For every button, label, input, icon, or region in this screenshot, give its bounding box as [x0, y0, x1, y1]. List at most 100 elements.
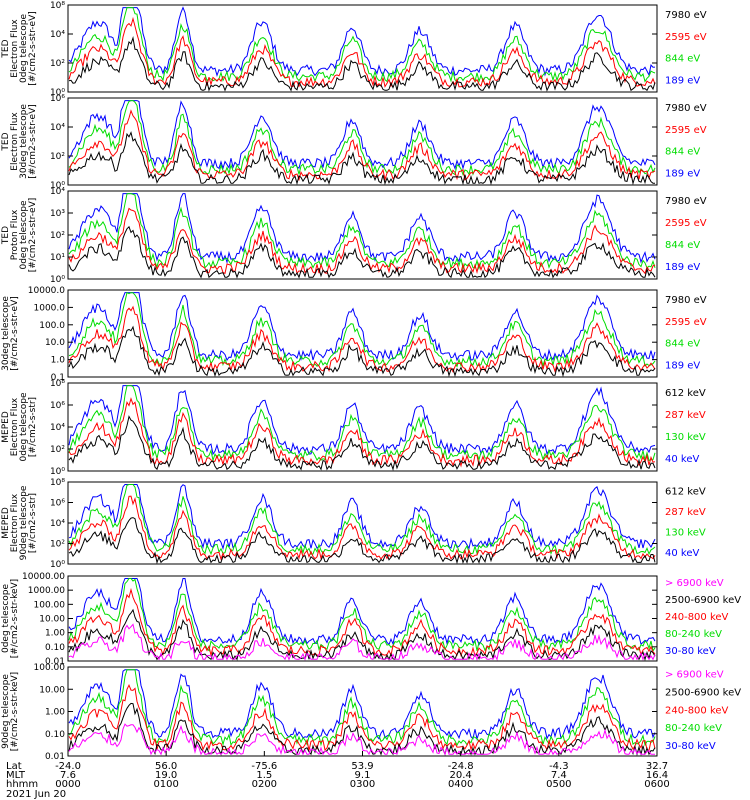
y-tick-label: 0.01 [45, 657, 65, 667]
series-189-ev-trace [68, 292, 656, 362]
y-axis-label: MEPED [1, 411, 11, 443]
y-tick-label: 10² [50, 152, 65, 162]
x-tick-label: 16.4 [646, 770, 668, 781]
series-80-240-kev-trace [68, 578, 656, 653]
y-axis-label: 0deg telescope [19, 392, 29, 462]
y-tick-label: 10⁰ [50, 467, 65, 477]
x-row-label-hhmm: hhmm [6, 779, 38, 790]
y-tick-label: 100.00 [34, 663, 66, 673]
panel-1: 10⁸ 10⁴ 10² 10⁰ TED Electron Flux 0deg telesco… [1, 1, 707, 98]
y-tick-label: 10⁶ [50, 401, 65, 411]
legend-entry: 189 eV [665, 262, 700, 273]
y-tick-label: 10⁴ [50, 187, 65, 197]
y-tick-label: 10⁴ [50, 30, 65, 40]
series-612-kev-trace [68, 415, 656, 472]
x-tick-label: -24.0 [55, 761, 81, 772]
x-tick-label: 7.4 [551, 770, 567, 781]
x-tick-label: 0400 [448, 779, 473, 790]
y-axis-label: Electron Flux [10, 19, 20, 78]
legend-entry: 612 keV [665, 388, 706, 399]
y-axis-label: 30deg telescope [1, 296, 11, 371]
legend-entry: > 6900 keV [665, 578, 724, 589]
legend-entry: 2500-6900 keV [665, 687, 741, 698]
series-7980-ev-trace [68, 225, 656, 279]
legend-entry: 2595 eV [665, 32, 707, 43]
y-tick-label: 1.0 [51, 356, 66, 366]
panel-2: 10⁶ 10⁴ 10² 10⁰ TED Electron Flux 30deg telesc… [1, 94, 707, 191]
legend-entry: 40 keV [665, 454, 699, 465]
y-tick-label: 10⁶ [50, 499, 65, 509]
series-844-ev-trace [68, 193, 656, 271]
y-axis-label: TED [1, 39, 11, 58]
series-844-ev-trace [68, 7, 656, 84]
y-tick-label: 10³ [50, 209, 65, 219]
series-2595-ev-trace [68, 16, 656, 88]
legend-entry: > 6900 keV [665, 670, 724, 681]
series-612-kev-trace [68, 517, 656, 565]
y-axis-label: Proton Flux [10, 209, 20, 260]
plot-frame [67, 4, 658, 93]
series-2500-6900-kev-trace [68, 702, 656, 757]
series-2595-ev-trace [68, 109, 656, 182]
x-tick-label: -75.6 [251, 761, 277, 772]
y-axis-label: [#/cm2-s-str] [28, 397, 38, 457]
series-189-ev-trace [68, 193, 656, 265]
y-tick-label: 10.00 [39, 685, 65, 695]
y-axis-label: [#/cm2-s-str-eV] [28, 104, 38, 179]
legend-entry: 240-800 keV [665, 705, 729, 716]
y-axis-label: MEPED [1, 507, 11, 539]
y-axis-label: Electron Flux [10, 493, 20, 552]
legend-entry: 7980 eV [665, 295, 707, 306]
y-tick-label: 100.0 [39, 321, 65, 331]
y-axis-label: 30deg telescope [19, 104, 29, 179]
legend-entry: 287 keV [665, 507, 706, 518]
x-row-label-lat: Lat [6, 761, 22, 772]
legend-entry: 2595 eV [665, 125, 707, 136]
legend-entry: 2595 eV [665, 218, 707, 229]
legend-entry: 7980 eV [665, 10, 707, 21]
y-axis-label: TED [1, 132, 11, 151]
series-130-kev-trace [68, 484, 656, 556]
y-axis-label: [#/cm2-s-str-keV] [10, 672, 20, 751]
series-240-800-kev-trace [68, 683, 656, 752]
legend-entry: 7980 eV [665, 103, 707, 114]
x-tick-label: 0500 [546, 779, 571, 790]
x-tick-label: 7.6 [60, 770, 76, 781]
plot-frame [67, 289, 658, 378]
y-tick-label: 10⁸ [50, 1, 65, 11]
y-axis-label: Electron Flux [10, 112, 20, 171]
y-tick-label: 0.1 [51, 373, 65, 383]
series-7980-ev-trace [68, 325, 656, 378]
x-tick-label: -4.3 [549, 761, 569, 772]
x-tick-label: 19.0 [155, 770, 177, 781]
legend-entry: 2500-6900 keV [665, 595, 741, 606]
y-tick-label: 10⁰ [50, 560, 65, 570]
y-tick-label: 1000.00 [28, 586, 65, 596]
legend-entry: 844 eV [665, 339, 700, 350]
x-tick-label: 20.4 [450, 770, 472, 781]
series-2500-6900-kev-trace [68, 608, 656, 662]
series-2595-ev-trace [68, 207, 656, 275]
series-40-kev-trace [68, 385, 656, 456]
series-287-kev-trace [68, 397, 656, 468]
x-tick-label: 0200 [252, 779, 277, 790]
x-tick-label: 32.7 [646, 761, 668, 772]
x-tick-label: 0300 [350, 779, 375, 790]
legend-entry: 240-800 keV [665, 612, 729, 623]
series-189-ev-trace [68, 6, 656, 77]
legend-entry: 287 keV [665, 410, 706, 421]
legend-entry: 7980 eV [665, 196, 707, 207]
series-40-kev-trace [68, 484, 656, 551]
y-tick-label: 10000.0 [28, 286, 65, 296]
series-189-ev-trace [68, 100, 656, 171]
x-tick-label: 1.5 [256, 770, 272, 781]
legend-entry: 189 eV [665, 75, 700, 86]
y-tick-label: 10⁰ [50, 181, 65, 191]
y-axis-label: [#/cm2-s-str-keV] [10, 579, 20, 658]
panel-8: 100.00 10.00 1.00 0.10 0.01 90deg telescope [#… [1, 663, 741, 762]
x-row-label-mlt: MLT [6, 770, 26, 781]
y-tick-label: 10⁸ [50, 379, 65, 389]
y-axis-label: 90deg telescope [19, 485, 29, 560]
